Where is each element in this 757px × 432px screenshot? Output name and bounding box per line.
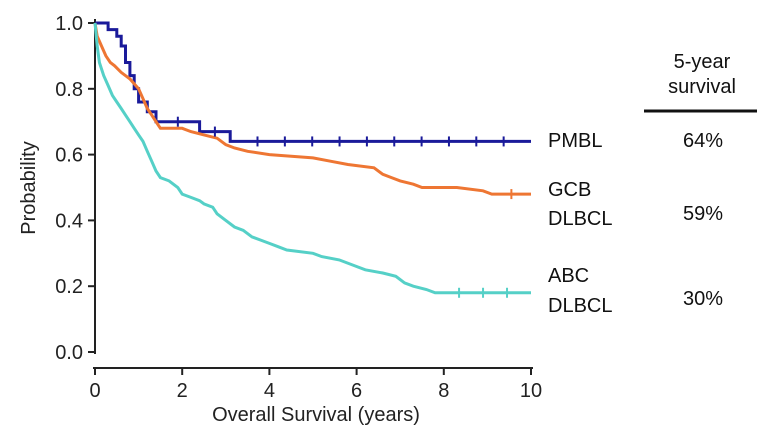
y-tick-label: 0.4 (55, 210, 83, 232)
axes: 0.0 0.2 0.4 0.6 0.8 1.0 0 2 4 6 8 10 (55, 13, 542, 402)
x-tick-label: 0 (89, 380, 100, 402)
series-line-gcb-dlbcl (93, 22, 531, 196)
x-axis-label: Overall Survival (years) (212, 404, 420, 426)
survival-value: 64% (683, 130, 723, 152)
table-header-line-1: 5-year (674, 51, 731, 73)
y-tick-label: 0.8 (55, 79, 83, 101)
x-tick-label: 8 (438, 380, 449, 402)
survival-value: 30% (683, 288, 723, 310)
y-tick-label: 0.6 (55, 145, 83, 167)
x-tick-label: 2 (177, 380, 188, 402)
censor-marks (176, 116, 513, 298)
table-header-line-2: survival (668, 76, 736, 98)
y-tick-label: 0.0 (55, 342, 83, 364)
y-tick-label: 0.2 (55, 276, 83, 298)
series-label-line: ABC (548, 265, 589, 287)
series-line-abc-dlbcl (93, 22, 531, 295)
x-tick-label: 6 (351, 380, 362, 402)
survival-value: 59% (683, 203, 723, 225)
series-line-pmbl (95, 21, 531, 143)
x-tick-label: 4 (264, 380, 275, 402)
x-tick-label: 10 (520, 380, 542, 402)
y-tick-label: 1.0 (55, 13, 83, 35)
series-label-line: PMBL (548, 130, 602, 152)
series-label-line: GCB (548, 179, 591, 201)
survival-table-header: 5-year survival (644, 51, 757, 113)
series-group (93, 21, 531, 295)
series-label-line: DLBCL (548, 295, 612, 317)
y-axis-label: Probability (18, 141, 40, 234)
series-labels: PMBL 64% GCB DLBCL 59% ABC DLBCL 30% (548, 130, 723, 317)
series-label-line: DLBCL (548, 208, 612, 230)
